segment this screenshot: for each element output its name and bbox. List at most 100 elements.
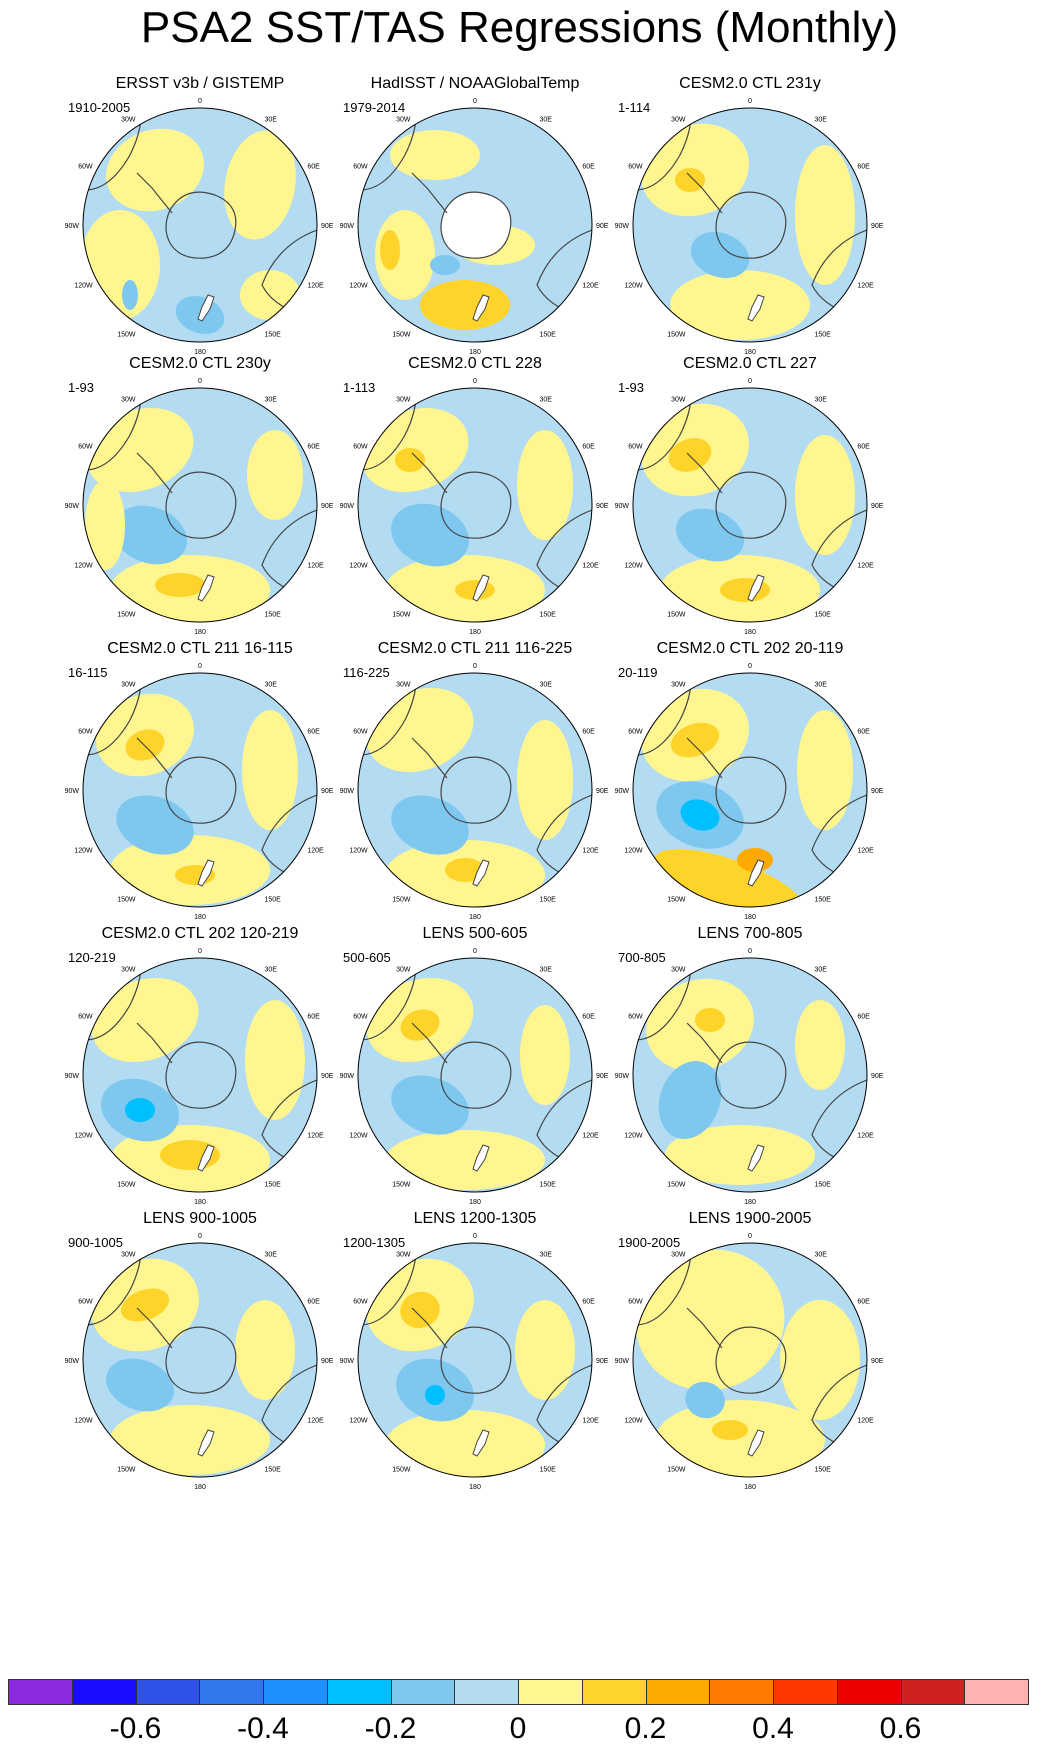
longitude-label: 60W	[78, 1014, 93, 1021]
longitude-label: 90W	[340, 1073, 355, 1080]
longitude-label: 30E	[540, 682, 553, 689]
longitude-label: 120W	[74, 848, 93, 855]
longitude-label: 30W	[396, 967, 411, 974]
peninsula-coastline	[686, 737, 723, 779]
antarctica-coastline	[440, 191, 512, 259]
longitude-label: 0	[473, 1233, 477, 1240]
longitude-label: 120W	[349, 848, 368, 855]
map-panel: 0 30W 30E 60W 60E 90W 90E 120W 120E 150W 150E 180 CE…	[340, 355, 643, 655]
longitude-label: 30W	[671, 967, 686, 974]
longitude-label: 180	[744, 1484, 756, 1491]
longitude-label: 150W	[392, 896, 411, 903]
polar-map: 0 30W 30E 60W 60E 90W 90E 120W 120E 150W 150E 180	[340, 663, 609, 921]
longitude-label: 0	[198, 663, 202, 670]
contour-patch	[675, 168, 705, 192]
contour-patch	[366, 687, 474, 773]
peninsula-coastline	[686, 1022, 723, 1064]
longitude-label: 30E	[540, 1252, 553, 1259]
map-border	[357, 1242, 593, 1478]
longitude-label: 150W	[117, 611, 136, 618]
longitude-label: 30E	[265, 682, 278, 689]
map-border	[632, 387, 868, 623]
longitude-label: 150E	[540, 896, 557, 903]
contour-patch	[125, 729, 165, 761]
map-panel: 0 30W 30E 60W 60E 90W 90E 120W 120E 150W 150E 180 LE…	[615, 925, 918, 1225]
contour-patch	[695, 1008, 725, 1032]
contour-patch	[712, 1420, 748, 1440]
longitude-label: 0	[198, 98, 202, 105]
colorbar-tick-label: -0.6	[109, 1712, 162, 1745]
antarctica-coastline	[165, 1041, 237, 1109]
map-border	[82, 1242, 318, 1478]
longitude-label: 150W	[117, 1466, 136, 1473]
longitude-label: 150W	[117, 896, 136, 903]
panel-title: CESM2.0 CTL 231y	[679, 75, 821, 92]
new-zealand-coastline	[197, 574, 215, 602]
longitude-label: 150E	[265, 331, 282, 338]
longitude-label: 90E	[871, 1073, 884, 1080]
polar-map: 0 30W 30E 60W 60E 90W 90E 120W 120E 150W 150E 180	[340, 948, 609, 1206]
longitude-label: 150E	[815, 1181, 832, 1188]
longitude-label: 60E	[857, 1299, 870, 1306]
peninsula-coastline	[136, 172, 173, 214]
longitude-label: 0	[748, 98, 752, 105]
longitude-label: 0	[473, 98, 477, 105]
longitude-label: 120W	[74, 1418, 93, 1425]
new-zealand-coastline	[472, 1144, 490, 1172]
antarctica-coastline	[440, 756, 512, 824]
peninsula-coastline	[686, 452, 723, 494]
colorbar-tick-label: -0.4	[237, 1712, 289, 1745]
longitude-label: 150W	[667, 896, 686, 903]
longitude-label: 120E	[582, 848, 599, 855]
longitude-label: 60E	[307, 444, 320, 451]
longitude-label: 90E	[321, 788, 334, 795]
colorbar-bin	[390, 1679, 456, 1705]
contour-patch	[247, 430, 303, 520]
longitude-label: 150W	[667, 1466, 686, 1473]
peninsula-coastline	[411, 172, 448, 214]
polar-map: 0 30W 30E 60W 60E 90W 90E 120W 120E 150W 150E 180	[65, 378, 334, 636]
contour-patch	[245, 1000, 305, 1120]
longitude-label: 60W	[628, 1014, 643, 1021]
antarctica-coastline	[165, 471, 237, 539]
longitude-label: 60E	[307, 1299, 320, 1306]
longitude-label: 60W	[628, 1299, 643, 1306]
contour-patch	[680, 799, 720, 831]
longitude-label: 150E	[815, 896, 832, 903]
longitude-label: 30W	[121, 117, 136, 124]
longitude-label: 180	[469, 1199, 481, 1206]
longitude-label: 90E	[596, 223, 609, 230]
panel-time-range: 700-805	[618, 950, 666, 965]
map-panel: 0 30W 30E 60W 60E 90W 90E 120W 120E 150W 150E 180 LE…	[65, 1210, 368, 1510]
new-zealand-coastline	[197, 1144, 215, 1172]
peninsula-coastline	[411, 737, 448, 779]
longitude-label: 120E	[307, 563, 324, 570]
antarctica-coastline	[715, 191, 787, 259]
longitude-label: 180	[744, 1199, 756, 1206]
panel-title: CESM2.0 CTL 202 20-119	[656, 640, 844, 657]
longitude-label: 120W	[74, 563, 93, 570]
longitude-label: 120W	[624, 283, 643, 290]
longitude-label: 90E	[321, 1073, 334, 1080]
longitude-label: 30W	[671, 1252, 686, 1259]
longitude-label: 90E	[596, 1358, 609, 1365]
longitude-label: 60E	[582, 729, 595, 736]
longitude-label: 150W	[392, 1466, 411, 1473]
longitude-label: 60W	[78, 444, 93, 451]
map-border	[357, 387, 593, 623]
panel-time-range: 900-1005	[68, 1235, 123, 1250]
longitude-label: 30E	[265, 117, 278, 124]
contour-patch	[116, 795, 194, 855]
polar-map: 0 30W 30E 60W 60E 90W 90E 120W 120E 150W 150E 180	[615, 1233, 884, 1491]
longitude-label: 120E	[857, 1133, 874, 1140]
map-border	[632, 672, 868, 908]
antarctica-coastline	[715, 1041, 787, 1109]
map-border	[632, 957, 868, 1193]
longitude-label: 0	[748, 663, 752, 670]
polar-map: 0 30W 30E 60W 60E 90W 90E 120W 120E 150W 150E 180	[340, 1233, 609, 1491]
panel-title: LENS 1900-2005	[688, 1210, 812, 1227]
colorbar-tick-label: 0.4	[752, 1712, 794, 1745]
longitude-label: 120E	[307, 848, 324, 855]
contour-patch	[83, 210, 160, 320]
longitude-label: 30E	[815, 397, 828, 404]
